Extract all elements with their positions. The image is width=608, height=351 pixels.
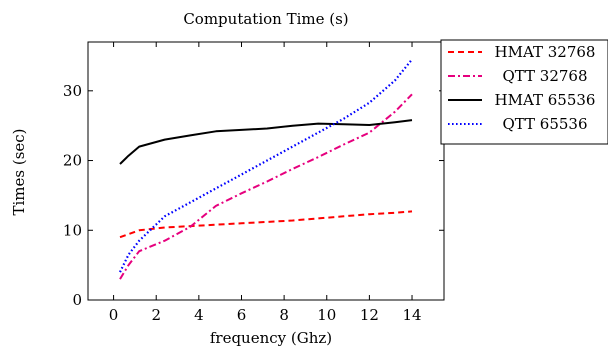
x-tick-label: 4 — [194, 306, 204, 324]
legend-label: HMAT 65536 — [495, 91, 596, 109]
series-line-qtt-65536 — [119, 58, 413, 273]
x-tick-label: 2 — [151, 306, 161, 324]
y-tick-label: 20 — [63, 152, 82, 170]
legend-label: QTT 32768 — [502, 67, 587, 85]
legend-box — [440, 39, 608, 145]
x-axis: 0 2 4 6 8 10 12 14 — [109, 42, 422, 324]
series-line-hmat-32768 — [119, 210, 413, 239]
y-tick-label: 0 — [72, 291, 82, 309]
y-axis: 0 10 20 30 — [63, 82, 444, 309]
x-tick-label: 0 — [109, 306, 119, 324]
chart-title: Computation Time (s) — [183, 10, 348, 28]
y-tick-label: 10 — [63, 221, 82, 239]
plot-area-frame — [87, 41, 445, 301]
series-line-hmat-65536 — [119, 119, 413, 165]
x-tick-label: 10 — [317, 306, 336, 324]
x-tick-label: 6 — [237, 306, 247, 324]
x-tick-label: 14 — [402, 306, 421, 324]
x-tick-label: 8 — [279, 306, 289, 324]
legend: HMAT 32768 QTT 32768 HMAT 65536 QTT 65536 — [440, 39, 608, 145]
x-axis-label: frequency (Ghz) — [210, 329, 332, 347]
legend-label: HMAT 32768 — [495, 43, 596, 61]
y-tick-label: 30 — [63, 82, 82, 100]
y-axis-label: Times (sec) — [10, 128, 28, 215]
legend-label: QTT 65536 — [502, 115, 587, 133]
x-tick-label: 12 — [360, 306, 379, 324]
series-lines — [119, 58, 413, 280]
series-line-qtt-32768 — [119, 93, 413, 280]
